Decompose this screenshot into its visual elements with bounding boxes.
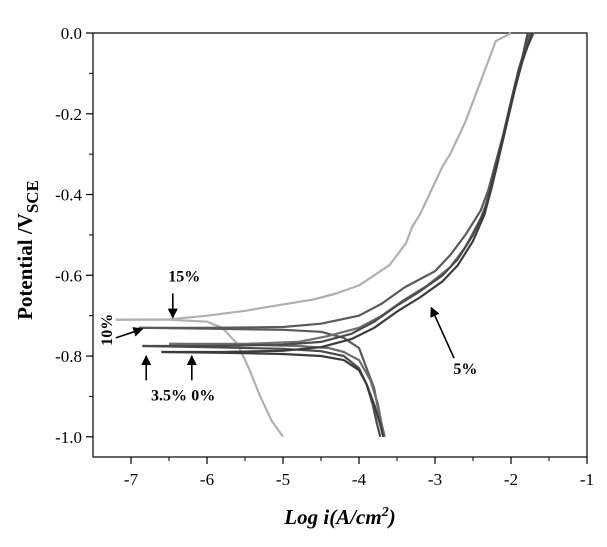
x-axis-title-end: ) bbox=[387, 505, 396, 529]
y-tick-label: -0.2 bbox=[55, 105, 82, 124]
y-tick-label: -0.4 bbox=[55, 186, 82, 205]
x-tick-label: -7 bbox=[124, 470, 139, 489]
x-tick-label: -1 bbox=[580, 470, 594, 489]
x-axis-title-sup: 2 bbox=[381, 505, 389, 520]
annotation-label-5pct: 5% bbox=[453, 361, 477, 378]
curve-0pct-cathodic bbox=[161, 350, 385, 438]
annotation-arrow-5pct bbox=[430, 306, 455, 359]
y-axis-ticks: 0.0 -0.2 -0.4 -0.6 -0.8 -1.0 bbox=[55, 24, 93, 447]
curve-15pct-cathodic bbox=[115, 318, 284, 438]
curve-3-5pct-anodic bbox=[142, 32, 529, 348]
y-axis-title: Potential /VSCE bbox=[13, 180, 42, 320]
annotations-group: 15% 10% 5% 3.5% 0% bbox=[99, 268, 477, 404]
curve-15pct-anodic bbox=[115, 32, 512, 321]
x-axis-title: Log i(A/cm2) bbox=[283, 505, 395, 529]
annotation-label-3-5pct: 3.5% bbox=[151, 387, 187, 404]
y-tick-label: -0.6 bbox=[55, 266, 82, 285]
x-tick-label: -6 bbox=[200, 470, 214, 489]
plot-area-frame bbox=[92, 32, 588, 458]
x-tick-label: -5 bbox=[276, 470, 290, 489]
x-tick-label: -2 bbox=[504, 470, 518, 489]
curves-group bbox=[115, 32, 535, 438]
x-axis-title-main: Log i(A/cm bbox=[283, 505, 381, 529]
y-tick-label: -0.8 bbox=[55, 347, 82, 366]
curve-5pct-anodic bbox=[169, 32, 535, 345]
y-tick-label: -1.0 bbox=[55, 428, 82, 447]
annotation-label-10pct: 10% bbox=[99, 314, 116, 346]
y-axis-title-main: Potential /V bbox=[13, 213, 37, 320]
annotation-label-15pct: 15% bbox=[168, 268, 200, 285]
annotation-arrow-10pct bbox=[115, 327, 144, 339]
x-tick-label: -4 bbox=[352, 470, 367, 489]
x-tick-label: -3 bbox=[428, 470, 442, 489]
x-axis-ticks: -7 -6 -5 -4 -3 -2 -1 bbox=[124, 457, 594, 489]
curve-3-5pct-cathodic bbox=[142, 344, 382, 438]
y-tick-label: 0.0 bbox=[61, 24, 82, 43]
annotation-label-0pct: 0% bbox=[191, 387, 215, 404]
curve-0pct-anodic bbox=[161, 32, 534, 354]
y-axis-title-sub: SCE bbox=[23, 180, 42, 213]
